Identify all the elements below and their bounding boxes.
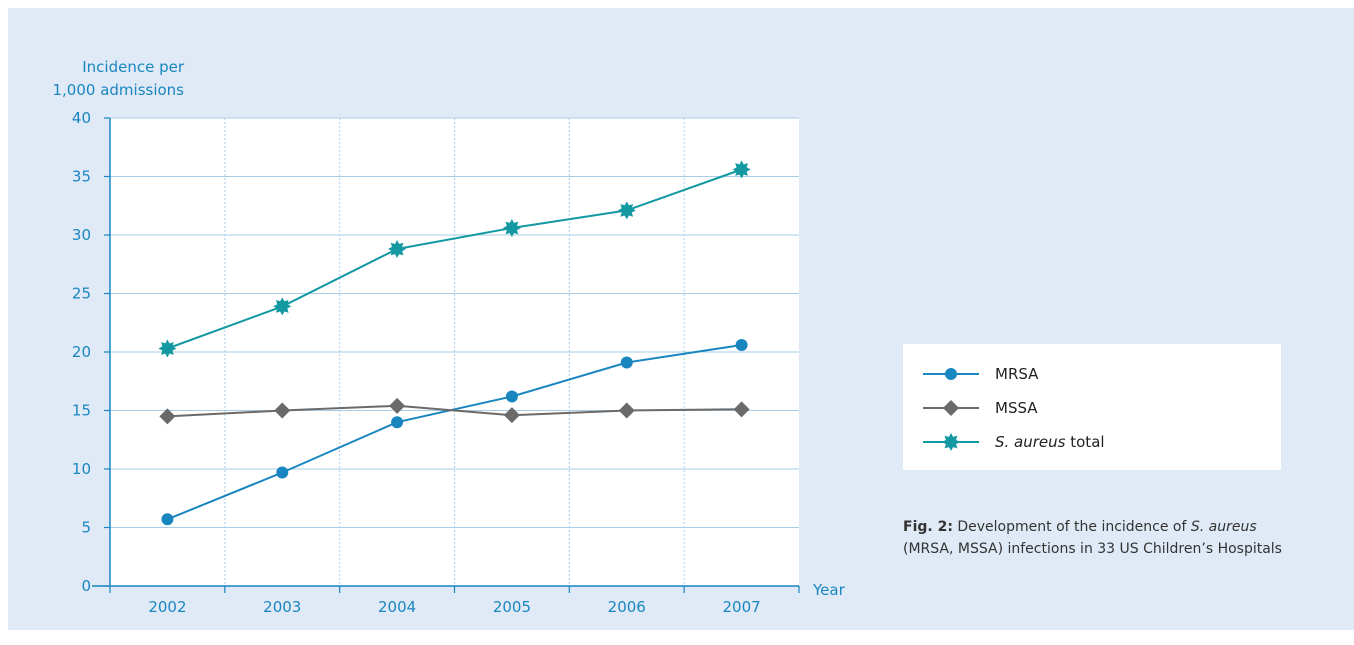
y-tick-label: 5 <box>81 519 91 537</box>
series-line-mssa <box>167 404 742 418</box>
y-axis-label-line1: Incidence per <box>82 58 184 76</box>
data-point-total <box>158 339 177 358</box>
data-point-mssa <box>274 402 291 419</box>
legend-swatch-total <box>923 433 979 451</box>
data-point-total <box>388 240 407 258</box>
data-point-mssa <box>389 397 406 414</box>
y-tick-label: 20 <box>72 343 91 361</box>
y-tick-label: 10 <box>72 460 91 478</box>
legend-item-mrsa: MRSA <box>903 359 1281 389</box>
legend-label-total-rest: total <box>1065 433 1105 451</box>
y-tick-label: 15 <box>72 402 91 420</box>
data-point-total <box>732 160 751 179</box>
data-point-mssa <box>733 401 750 418</box>
figure-caption: Fig. 2: Development of the incidence of … <box>903 516 1343 560</box>
data-point-mrsa <box>735 338 748 351</box>
caption-text-1: Development of the incidence of <box>952 519 1191 535</box>
data-point-mrsa <box>505 390 518 403</box>
y-axis-label-line2: 1,000 admissions <box>52 81 185 99</box>
series-line-total <box>167 168 742 350</box>
y-tick-label: 0 <box>81 577 91 595</box>
data-point-mrsa <box>161 513 174 526</box>
data-point-total <box>502 219 521 237</box>
x-tick-label: 2006 <box>608 598 646 616</box>
legend-label-total-italic: S. aureus <box>995 433 1066 451</box>
legend-label-mssa: MSSA <box>995 399 1038 417</box>
y-tick-label: 35 <box>72 168 91 186</box>
y-tick-label: 40 <box>72 109 91 127</box>
data-point-mrsa <box>620 356 633 369</box>
legend-label-mrsa: MRSA <box>995 365 1039 383</box>
y-axis-label: Incidence per 1,000 admissions <box>12 56 185 102</box>
x-tick-label: 2002 <box>148 598 186 616</box>
data-point-mssa <box>503 407 520 424</box>
legend-swatch-mssa <box>923 400 979 416</box>
legend-item-total: S. aureus total <box>903 427 1281 457</box>
data-point-mssa <box>159 408 176 425</box>
legend: MRSA MSSA S. aureus total <box>903 344 1281 470</box>
x-tick-label: 2005 <box>493 598 531 616</box>
series-line-mrsa <box>167 344 742 521</box>
data-point-mrsa <box>276 466 289 479</box>
x-tick-label: 2004 <box>378 598 416 616</box>
y-tick-label: 25 <box>72 285 91 303</box>
caption-text-2: (MRSA, MSSA) infections in 33 US Childre… <box>903 541 1282 557</box>
legend-swatch-mrsa <box>923 368 979 380</box>
x-axis-label: Year <box>812 581 846 599</box>
caption-italic-1: S. aureus <box>1190 519 1257 535</box>
caption-fig-label: Fig. 2: <box>903 519 953 535</box>
data-point-total <box>617 201 636 220</box>
x-tick-label: 2007 <box>722 598 760 616</box>
y-tick-label: 30 <box>72 226 91 244</box>
data-point-total <box>273 297 292 316</box>
legend-label-total: S. aureus total <box>995 433 1105 451</box>
data-point-mrsa <box>391 416 404 429</box>
data-point-mssa <box>618 402 635 419</box>
x-tick-label: 2003 <box>263 598 301 616</box>
legend-item-mssa: MSSA <box>903 393 1281 423</box>
